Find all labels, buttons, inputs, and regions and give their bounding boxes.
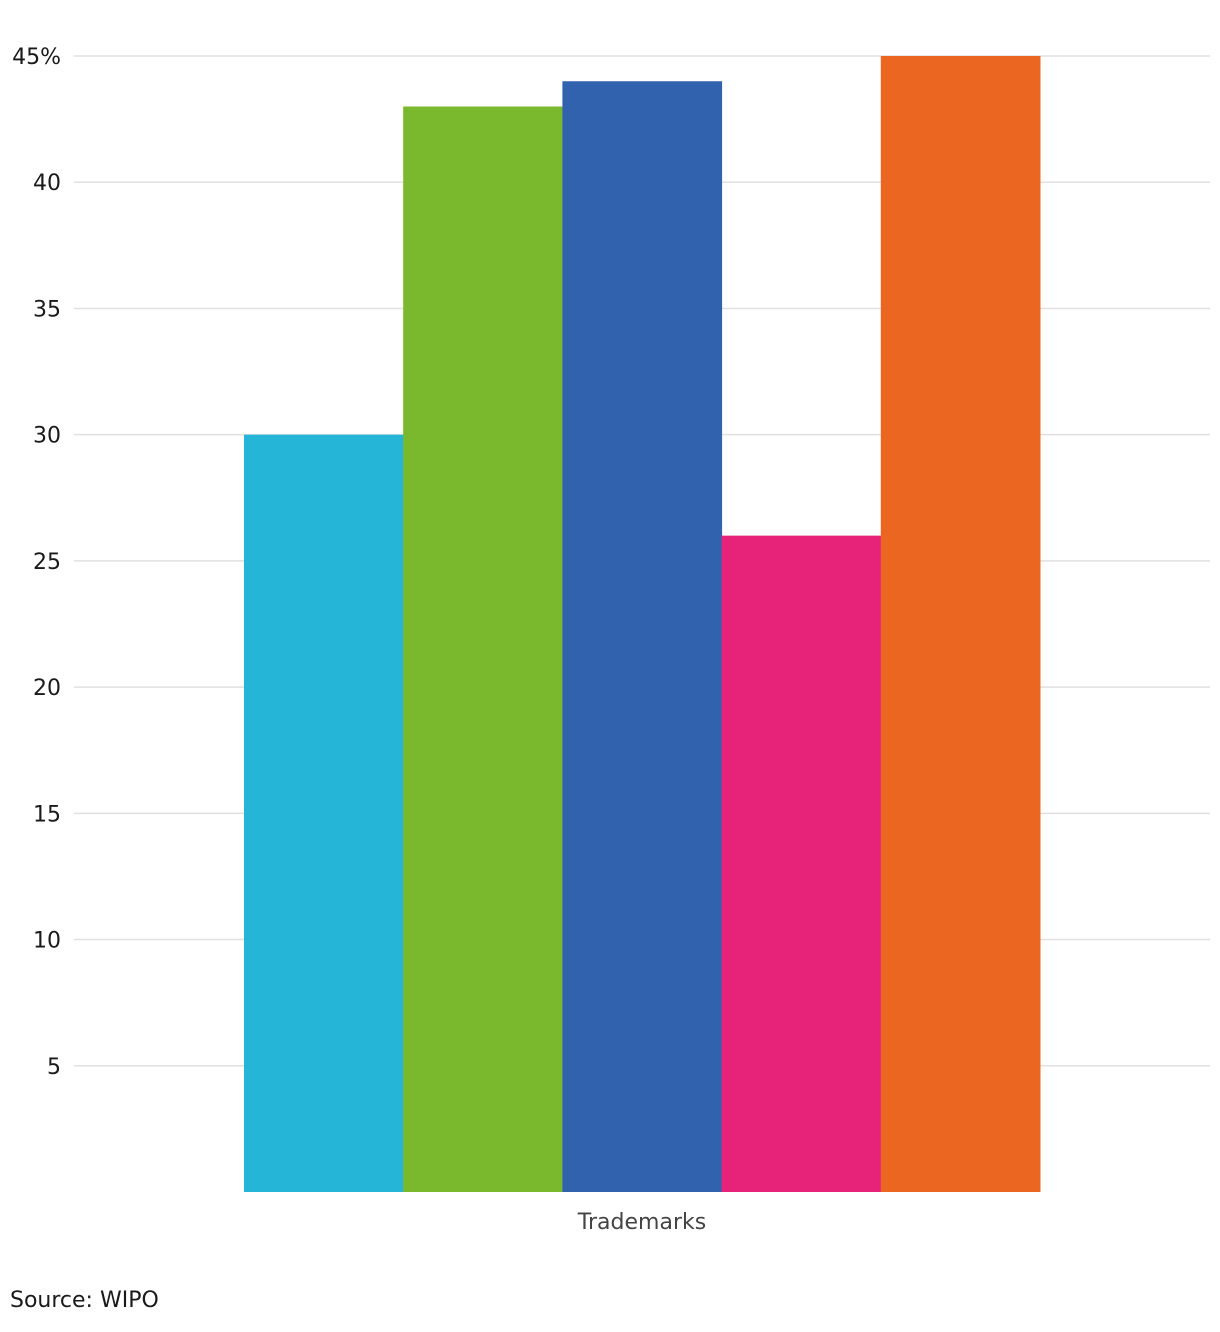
y-tick-label: 45% xyxy=(12,45,61,70)
source-note: Source: WIPO xyxy=(10,1288,159,1313)
y-tick-label: 10 xyxy=(33,929,61,954)
y-tick-label: 30 xyxy=(33,424,61,449)
y-axis-tick-labels: 5 10 15 20 25 30 35 40 45% xyxy=(12,45,61,1080)
y-tick-label: 5 xyxy=(47,1055,61,1080)
y-tick-label: 35 xyxy=(33,297,61,322)
y-tick-label: 20 xyxy=(33,676,61,701)
y-tick-label: 40 xyxy=(33,171,61,196)
bar xyxy=(403,106,563,1192)
x-axis-tick-labels: Trademarks xyxy=(577,1210,706,1235)
bar xyxy=(244,434,404,1193)
bar xyxy=(562,81,723,1193)
y-tick-label: 15 xyxy=(33,802,61,827)
bar-chart: 5 10 15 20 25 30 35 40 45% Trademarks xyxy=(12,45,1210,1235)
x-tick-label: Trademarks xyxy=(577,1210,706,1235)
bar xyxy=(880,56,1041,1192)
bar xyxy=(721,535,882,1192)
bars xyxy=(244,56,1041,1193)
y-tick-label: 25 xyxy=(33,550,61,575)
